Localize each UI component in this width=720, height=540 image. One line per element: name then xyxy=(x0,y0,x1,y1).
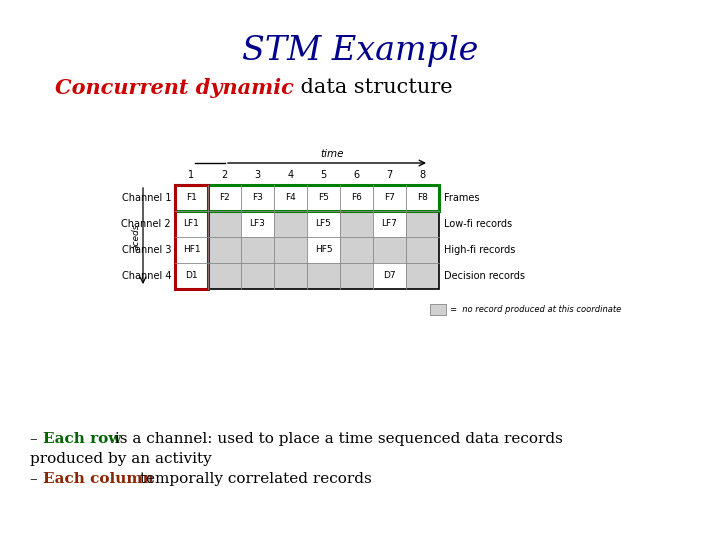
Bar xyxy=(208,263,241,289)
Text: LF5: LF5 xyxy=(315,219,331,228)
Bar xyxy=(373,263,406,289)
Text: LF3: LF3 xyxy=(250,219,266,228)
Text: Frames: Frames xyxy=(444,193,480,203)
Bar xyxy=(406,185,439,211)
Text: F3: F3 xyxy=(252,193,263,202)
Bar xyxy=(274,185,307,211)
Bar xyxy=(208,185,241,211)
Text: F7: F7 xyxy=(384,193,395,202)
Text: F6: F6 xyxy=(351,193,362,202)
Bar xyxy=(307,237,340,263)
Text: F2: F2 xyxy=(219,193,230,202)
Text: =  no record produced at this coordinate: = no record produced at this coordinate xyxy=(450,305,621,314)
Text: 6: 6 xyxy=(354,170,359,180)
Bar xyxy=(406,211,439,237)
Text: High-fi records: High-fi records xyxy=(444,245,516,255)
Text: LF7: LF7 xyxy=(382,219,397,228)
Bar xyxy=(241,185,274,211)
Bar xyxy=(274,211,307,237)
Text: 3: 3 xyxy=(254,170,261,180)
Text: 5: 5 xyxy=(320,170,327,180)
Text: 2: 2 xyxy=(221,170,228,180)
Text: –: – xyxy=(30,472,42,486)
Bar xyxy=(340,263,373,289)
Text: HF5: HF5 xyxy=(315,246,333,254)
Bar xyxy=(406,263,439,289)
Text: F1: F1 xyxy=(186,193,197,202)
Text: Channel 3: Channel 3 xyxy=(122,245,171,255)
Bar xyxy=(175,185,439,289)
Bar xyxy=(175,263,208,289)
Bar xyxy=(175,237,208,263)
Text: 4: 4 xyxy=(287,170,294,180)
Text: D7: D7 xyxy=(383,272,396,280)
Bar xyxy=(208,237,241,263)
Text: aceds: aceds xyxy=(132,224,140,250)
Bar xyxy=(241,263,274,289)
Text: F5: F5 xyxy=(318,193,329,202)
Bar xyxy=(406,237,439,263)
Bar xyxy=(430,304,446,315)
Bar xyxy=(274,263,307,289)
Bar xyxy=(340,237,373,263)
Bar xyxy=(373,211,406,237)
Text: produced by an activity: produced by an activity xyxy=(30,452,212,466)
Text: temporally correlated records: temporally correlated records xyxy=(135,472,372,486)
Bar xyxy=(307,185,340,211)
Bar xyxy=(175,185,439,211)
Text: HF1: HF1 xyxy=(183,246,200,254)
Bar xyxy=(208,211,241,237)
Bar xyxy=(307,211,340,237)
Bar xyxy=(274,237,307,263)
Text: Low-fi records: Low-fi records xyxy=(444,219,512,229)
Text: F4: F4 xyxy=(285,193,296,202)
Bar xyxy=(175,211,208,237)
Text: LF1: LF1 xyxy=(184,219,199,228)
Bar xyxy=(373,237,406,263)
Text: 8: 8 xyxy=(420,170,426,180)
Bar xyxy=(241,237,274,263)
Text: Decision records: Decision records xyxy=(444,271,525,281)
Text: Channel 2: Channel 2 xyxy=(122,219,171,229)
Text: data structure: data structure xyxy=(294,78,452,97)
Bar xyxy=(307,263,340,289)
Text: time: time xyxy=(320,149,343,159)
Bar xyxy=(340,185,373,211)
Text: Each row: Each row xyxy=(43,432,122,446)
Bar xyxy=(175,185,208,289)
Bar xyxy=(340,211,373,237)
Bar xyxy=(241,211,274,237)
Text: Channel 1: Channel 1 xyxy=(122,193,171,203)
Text: –: – xyxy=(30,432,42,446)
Bar xyxy=(373,185,406,211)
Text: F8: F8 xyxy=(417,193,428,202)
Text: Channel 4: Channel 4 xyxy=(122,271,171,281)
Text: STM Example: STM Example xyxy=(242,35,478,67)
Text: Each column: Each column xyxy=(43,472,154,486)
Text: 7: 7 xyxy=(387,170,392,180)
Text: Concurrent dynamic: Concurrent dynamic xyxy=(55,78,294,98)
Text: is a channel: used to place a time sequenced data records: is a channel: used to place a time seque… xyxy=(110,432,563,446)
Text: D1: D1 xyxy=(185,272,198,280)
Text: 1: 1 xyxy=(189,170,194,180)
Bar xyxy=(175,185,208,211)
